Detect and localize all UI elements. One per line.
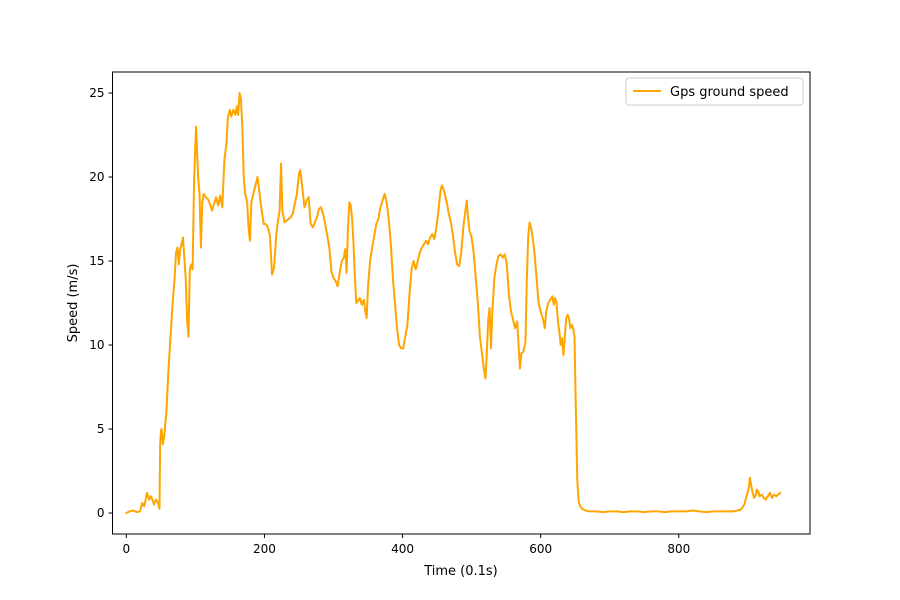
y-axis-label: Speed (m/s) [66, 264, 81, 343]
y-tick-label: 0 [97, 506, 105, 520]
x-axis-label: Time (0.1s) [423, 564, 498, 579]
y-tick-label: 20 [89, 170, 104, 184]
series-line-0 [125, 92, 782, 514]
legend-box [625, 77, 804, 106]
legend-label: Gps ground speed [670, 85, 789, 100]
y-tick-label: 10 [89, 338, 104, 352]
x-tick-label: 0 [122, 542, 130, 556]
plot-frame [112, 71, 811, 535]
x-tick-label: 200 [253, 542, 276, 556]
axis-ticks: 0 200 400 600 800 0 5 10 15 20 25 [89, 86, 690, 556]
y-tick-label: 5 [97, 422, 105, 436]
plot-area [112, 72, 810, 534]
x-tick-label: 600 [529, 542, 552, 556]
legend: Gps ground speed [625, 77, 804, 106]
x-tick-label: 800 [667, 542, 690, 556]
series-lines [125, 92, 782, 514]
y-tick-label: 15 [89, 254, 104, 268]
y-tick-label: 25 [89, 86, 104, 100]
x-tick-label: 400 [391, 542, 414, 556]
